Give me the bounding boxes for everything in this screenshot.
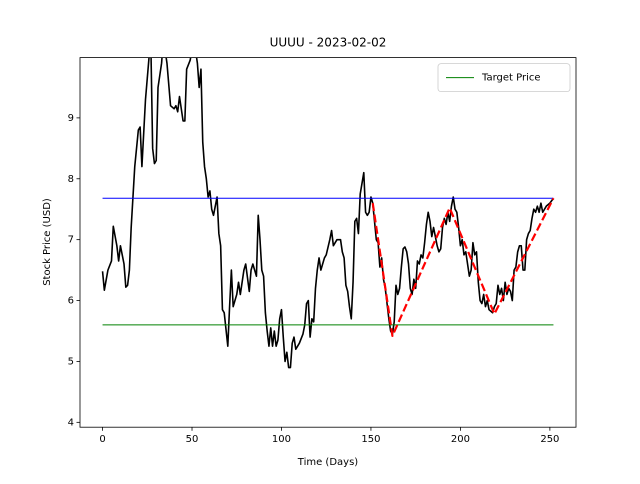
chart-title: UUUU - 2023-02-02 — [270, 36, 387, 50]
legend-box — [437, 63, 571, 92]
x-axis-label: Time (Days) — [297, 457, 359, 468]
axes-frame — [79, 57, 577, 428]
x-tick-label: 150 — [361, 434, 380, 445]
x-tick-label: 250 — [540, 434, 559, 445]
x-tick-label: 100 — [272, 434, 291, 445]
y-axis-label: Stock Price (USD) — [42, 198, 53, 286]
x-tick-label: 50 — [186, 434, 199, 445]
x-tick-label: 0 — [99, 434, 105, 445]
series-line — [101, 57, 555, 369]
series-line — [371, 197, 555, 337]
y-tick-label: 5 — [68, 356, 74, 367]
legend-label: Target Price — [481, 73, 541, 84]
y-tick-label: 6 — [68, 296, 74, 307]
y-tick-label: 7 — [68, 235, 74, 246]
y-tick-label: 8 — [68, 174, 74, 185]
y-tick-label: 9 — [68, 113, 74, 124]
x-tick-label: 200 — [451, 434, 470, 445]
plot-area — [101, 57, 555, 369]
y-tick-label: 4 — [68, 417, 74, 428]
